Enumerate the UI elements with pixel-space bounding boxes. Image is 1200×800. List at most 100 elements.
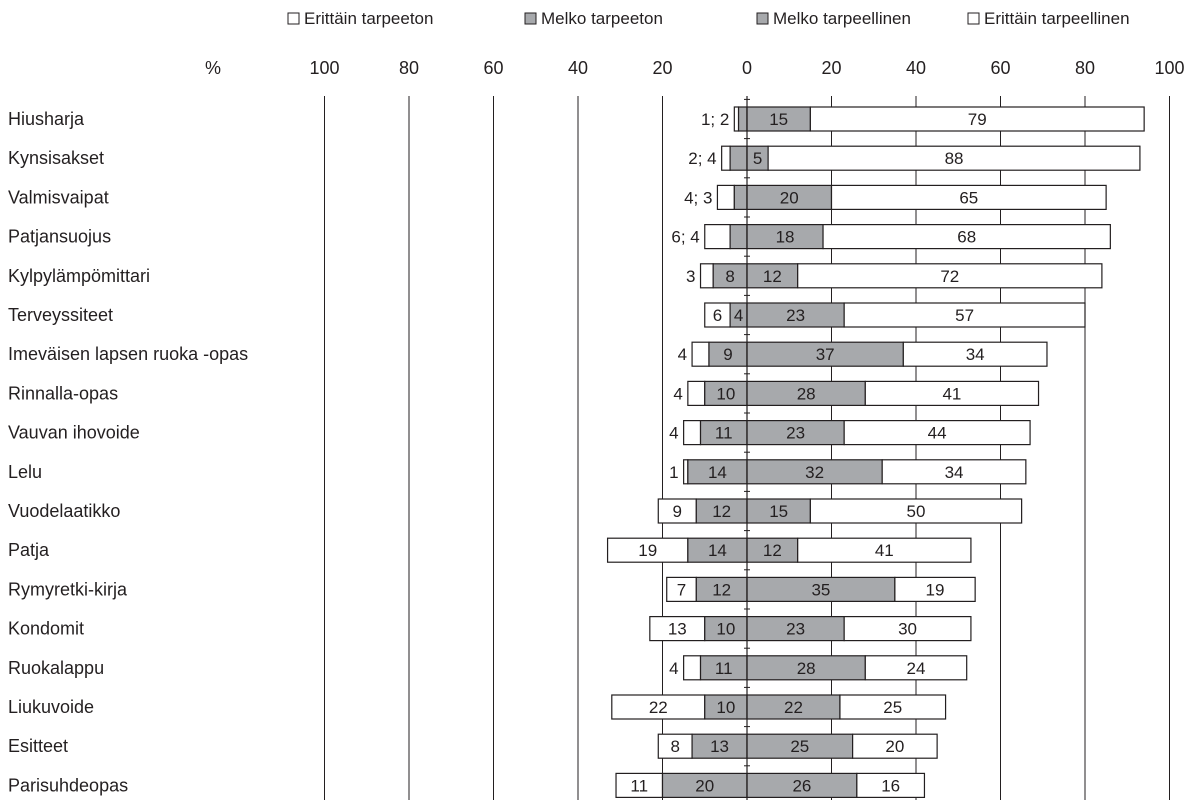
data-label: 24	[907, 659, 926, 678]
legend-label: Erittäin tarpeellinen	[984, 9, 1130, 28]
data-label: 28	[797, 659, 816, 678]
data-label: 44	[928, 424, 947, 443]
category-label: Patjansuojus	[8, 227, 111, 247]
data-label: 65	[959, 188, 978, 207]
bar-eritt-in-tarpeellinen	[830, 184, 1107, 210]
data-label: 68	[957, 228, 976, 247]
data-label: 11	[715, 659, 733, 678]
data-label: 8	[670, 737, 679, 756]
data-label: 9	[673, 502, 682, 521]
x-tick-label: 20	[652, 58, 672, 78]
category-label: Imeväisen lapsen ruoka -opas	[8, 344, 248, 364]
category-label: Lelu	[8, 462, 42, 482]
bar-melko-tarpeellinen	[746, 498, 811, 524]
bar-melko-tarpeellinen	[746, 380, 866, 406]
data-label-outside: 1	[669, 463, 678, 482]
bar-melko-tarpeeton	[737, 106, 748, 132]
x-tick-label: 80	[1075, 58, 1095, 78]
data-label: 11	[630, 776, 648, 795]
bar-melko-tarpeeton	[699, 655, 748, 681]
data-label: 72	[940, 267, 959, 286]
bar-eritt-in-tarpeeton	[699, 263, 714, 289]
bar-eritt-in-tarpeeton	[606, 537, 689, 563]
category-label: Liukuvoide	[8, 697, 94, 717]
bar-eritt-in-tarpeellinen	[822, 224, 1111, 250]
data-label: 10	[716, 698, 735, 717]
data-label: 14	[708, 463, 727, 482]
x-tick-label: 40	[906, 58, 926, 78]
x-tick-label: 60	[483, 58, 503, 78]
bar-eritt-in-tarpeellinen	[864, 655, 968, 681]
bar-eritt-in-tarpeeton	[691, 341, 710, 367]
data-label: 20	[695, 776, 714, 795]
category-label: Hiusharja	[8, 109, 85, 129]
bar-melko-tarpeeton	[661, 772, 748, 799]
data-label: 35	[811, 580, 830, 599]
category-label: Kylpylämpömittari	[8, 266, 150, 286]
data-label: 13	[710, 737, 729, 756]
legend-label: Erittäin tarpeeton	[304, 9, 433, 28]
bar-melko-tarpeeton	[733, 184, 748, 210]
data-label: 13	[668, 620, 687, 639]
legend-label: Melko tarpeeton	[541, 9, 663, 28]
bar-eritt-in-tarpeellinen	[864, 380, 1040, 406]
category-labels: Hiusharja Kynsisakset Valmisvaipat Patjansu…	[8, 109, 248, 795]
category-label: Kynsisakset	[8, 148, 104, 168]
category-label: Ruokalappu	[8, 658, 104, 678]
data-label: 20	[780, 188, 799, 207]
x-tick-label: 100	[309, 58, 339, 78]
data-label: 12	[763, 541, 782, 560]
bar-eritt-in-tarpeeton	[649, 615, 706, 642]
bar-eritt-in-tarpeeton	[657, 498, 697, 524]
bar-melko-tarpeeton	[691, 733, 748, 759]
data-label: 15	[769, 110, 788, 129]
bar-eritt-in-tarpeellinen	[852, 733, 938, 759]
legend-swatch	[756, 12, 769, 25]
data-label: 14	[708, 541, 727, 560]
bar-melko-tarpeeton	[729, 145, 748, 171]
bar-melko-tarpeeton	[695, 498, 748, 524]
bar-eritt-in-tarpeeton	[687, 380, 706, 406]
data-label-outside: 4; 3	[684, 188, 712, 207]
bar-melko-tarpeeton	[687, 459, 748, 485]
category-label: Terveyssiteet	[8, 305, 113, 325]
bar-eritt-in-tarpeeton	[683, 655, 702, 681]
x-tick-label: 100	[1154, 58, 1184, 78]
data-label: 7	[677, 580, 686, 599]
bar-eritt-in-tarpeeton	[683, 459, 689, 485]
bar-eritt-in-tarpeeton	[615, 772, 664, 799]
data-label: 11	[715, 424, 733, 443]
data-label: 37	[816, 345, 835, 364]
data-label-outside: 4	[669, 424, 678, 443]
category-label: Rinnalla-opas	[8, 383, 118, 403]
data-label: 88	[945, 149, 964, 168]
bar-melko-tarpeeton	[729, 224, 748, 250]
data-label-outside: 4	[673, 384, 682, 403]
bar-eritt-in-tarpeellinen	[881, 459, 1027, 485]
bar-eritt-in-tarpeeton	[721, 145, 731, 171]
data-label: 23	[786, 620, 805, 639]
category-label: Kondomit	[8, 619, 84, 639]
data-label: 57	[955, 306, 974, 325]
x-axis-ticks: 100 80 60 40 20 0 20 40 60 80 100	[309, 58, 1184, 78]
bar-eritt-in-tarpeeton	[716, 184, 735, 210]
data-label: 8	[725, 267, 734, 286]
data-label: 32	[805, 463, 824, 482]
bar-melko-tarpeellinen	[746, 263, 799, 289]
bar-melko-tarpeellinen	[746, 341, 904, 367]
data-label: 25	[883, 698, 902, 717]
bar-eritt-in-tarpeeton	[683, 420, 702, 446]
data-label: 19	[926, 580, 945, 599]
data-label: 4	[734, 306, 743, 325]
data-label: 15	[769, 502, 788, 521]
bar-melko-tarpeeton	[708, 341, 748, 367]
data-label: 30	[898, 620, 917, 639]
data-label: 22	[784, 698, 803, 717]
bar-eritt-in-tarpeeton	[666, 576, 697, 603]
data-label: 28	[797, 384, 816, 403]
data-label: 9	[723, 345, 732, 364]
bar-eritt-in-tarpeellinen	[797, 537, 972, 563]
data-label: 34	[945, 463, 964, 482]
category-label: Valmisvaipat	[8, 187, 109, 207]
